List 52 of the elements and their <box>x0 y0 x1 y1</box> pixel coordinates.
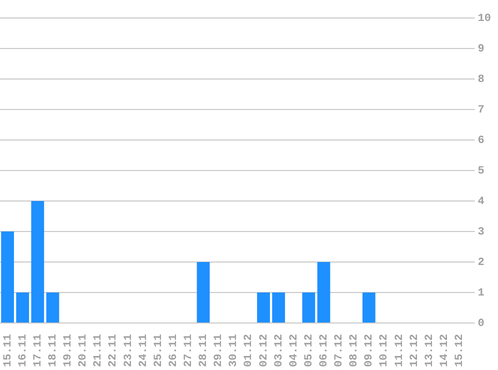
bar <box>257 292 270 322</box>
x-tick-label: 29.11 <box>213 334 226 368</box>
x-tick-label: 11.12 <box>394 334 406 368</box>
bar <box>1 231 14 322</box>
x-tick-label: 18.11 <box>47 334 60 368</box>
x-tick-label: 09.12 <box>364 334 376 368</box>
x-tick-label: 22.11 <box>108 334 120 368</box>
bar <box>16 292 30 322</box>
x-tick-label: 24.11 <box>138 334 150 368</box>
y-tick-label: 8 <box>478 74 485 86</box>
x-tick-label: 30.11 <box>228 334 240 368</box>
y-tick-label: 0 <box>478 318 484 330</box>
bar <box>317 262 330 322</box>
x-tick-label: 14.12 <box>438 334 451 368</box>
y-tick-label: 10 <box>478 12 491 25</box>
x-tick-label: 07.12 <box>334 334 346 368</box>
bar <box>31 200 44 322</box>
x-tick-label: 03.12 <box>273 334 286 368</box>
x-tick-label: 08.12 <box>348 334 361 368</box>
x-tick-label: 02.12 <box>258 334 270 368</box>
y-tick-label: 9 <box>478 43 484 56</box>
x-tick-label: 04.12 <box>288 334 300 368</box>
y-tick-label: 5 <box>478 165 485 178</box>
x-tick-label: 25.11 <box>152 334 165 368</box>
y-tick-label: 7 <box>478 104 484 116</box>
y-tick-label: 2 <box>478 256 484 269</box>
y-tick-label: 6 <box>478 134 484 147</box>
x-tick-label: 21.11 <box>92 334 105 368</box>
x-tick-label: 01.12 <box>243 334 256 368</box>
x-tick-label: 20.11 <box>78 334 90 368</box>
bar <box>196 262 210 322</box>
x-tick-label: 27.11 <box>182 334 195 368</box>
bar <box>272 292 286 322</box>
y-tick-label: 1 <box>478 287 485 300</box>
x-tick-label: 28.11 <box>198 334 210 368</box>
x-tick-label: 12.12 <box>408 334 421 368</box>
bar <box>362 292 376 322</box>
x-tick-label: 06.12 <box>318 334 331 368</box>
y-tick-label: 4 <box>478 196 485 208</box>
bar <box>302 292 316 322</box>
x-tick-label: 26.11 <box>168 334 180 368</box>
x-tick-label: 13.12 <box>424 334 436 368</box>
x-tick-label: 17.11 <box>32 334 44 368</box>
x-tick-label: 16.11 <box>17 334 30 368</box>
x-tick-label: 15.11 <box>2 334 14 368</box>
x-tick-label: 15.12 <box>454 334 466 368</box>
x-tick-label: 05.12 <box>303 334 316 368</box>
bar <box>46 292 60 322</box>
x-tick-label: 23.11 <box>122 334 135 368</box>
x-tick-label: 19.11 <box>62 334 75 368</box>
x-tick-label: 10.12 <box>378 334 391 368</box>
y-tick-label: 3 <box>478 226 485 238</box>
